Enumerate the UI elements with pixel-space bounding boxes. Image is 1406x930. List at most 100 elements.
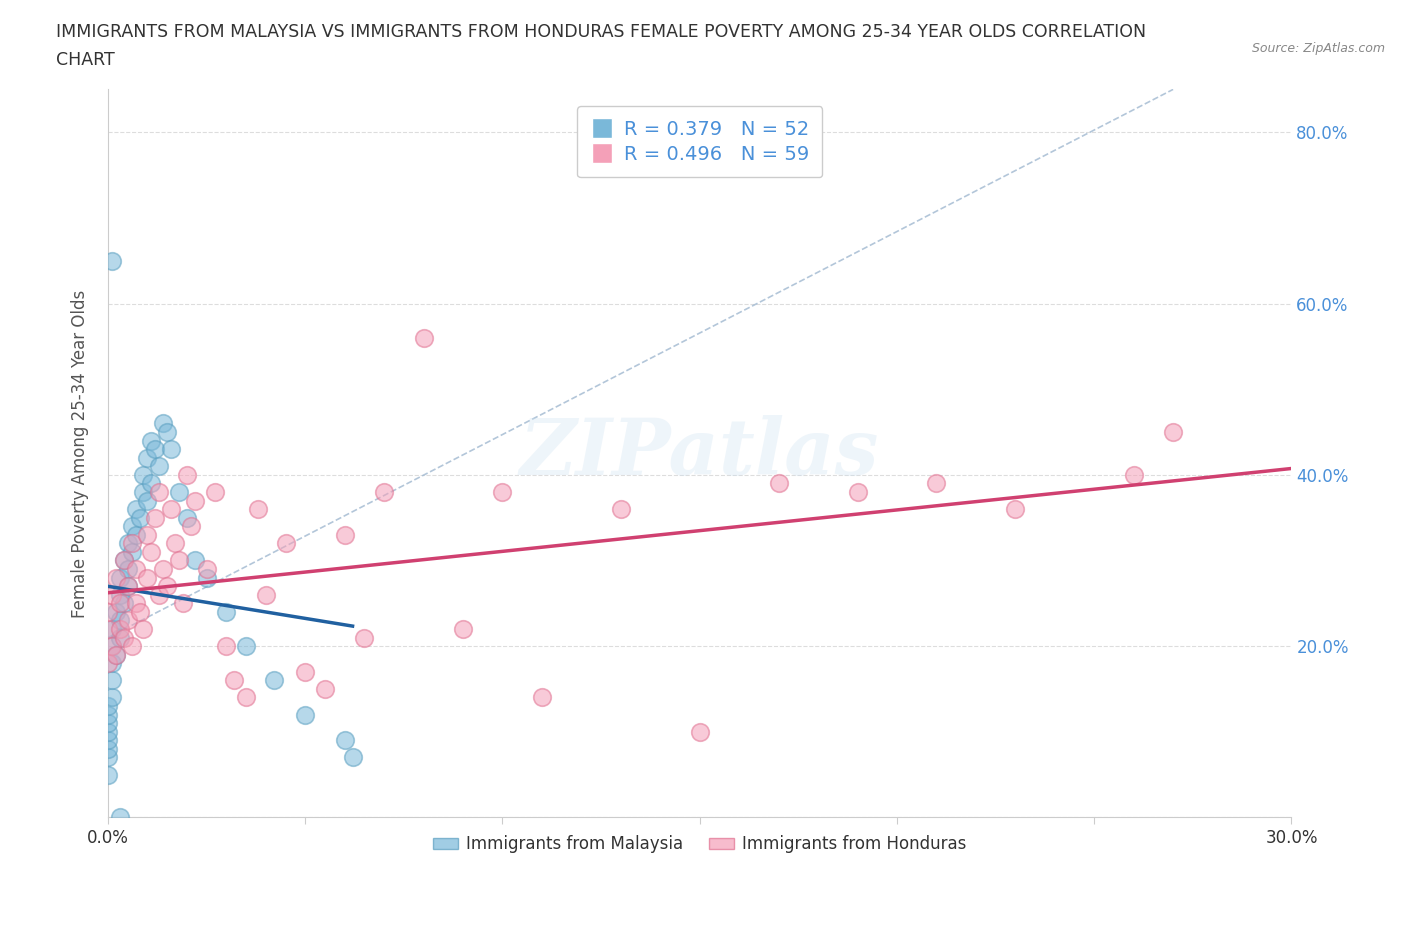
Point [128,511,150,525]
Point [195,562,218,577]
Point [314,682,336,697]
Point [104,604,127,619]
Point [117,562,139,577]
Point [263,673,285,688]
Point [180,519,202,534]
Point [141,476,163,491]
Point [136,570,159,585]
Point [491,485,513,499]
Point [101,621,124,636]
Point [97,741,120,756]
Point [141,544,163,559]
Point [104,647,127,662]
Point [246,501,269,516]
Point [274,536,297,551]
Point [165,536,187,551]
Point [353,631,375,645]
Point [184,493,207,508]
Point [124,562,146,577]
Point [235,639,257,654]
Point [121,544,143,559]
Point [184,553,207,568]
Point [160,501,183,516]
Point [768,476,790,491]
Point [176,511,198,525]
Point [132,485,155,499]
Point [112,553,135,568]
Point [101,587,124,602]
Point [1122,468,1144,483]
Point [112,553,135,568]
Point [108,596,131,611]
Point [108,631,131,645]
Point [97,750,120,764]
Point [610,501,633,516]
Point [124,501,146,516]
Point [156,578,179,593]
Point [117,613,139,628]
Point [148,587,170,602]
Point [101,690,124,705]
Point [215,604,238,619]
Text: CHART: CHART [56,51,115,69]
Point [117,536,139,551]
Point [373,485,395,499]
Point [294,707,316,722]
Point [141,433,163,448]
Point [121,639,143,654]
Point [101,656,124,671]
Point [333,527,356,542]
Point [689,724,711,739]
Point [451,621,474,636]
Point [108,621,131,636]
Point [530,690,553,705]
Point [152,562,174,577]
Point [108,810,131,825]
Point [104,570,127,585]
Text: IMMIGRANTS FROM MALAYSIA VS IMMIGRANTS FROM HONDURAS FEMALE POVERTY AMONG 25-34 : IMMIGRANTS FROM MALAYSIA VS IMMIGRANTS F… [56,23,1146,41]
Point [101,253,124,268]
Point [97,656,120,671]
Point [235,690,257,705]
Point [97,767,120,782]
Point [117,578,139,593]
Point [925,476,948,491]
Point [148,485,170,499]
Point [167,485,190,499]
Text: ZIPatlas: ZIPatlas [520,415,879,492]
Point [108,570,131,585]
Point [846,485,869,499]
Point [1004,501,1026,516]
Point [294,664,316,679]
Point [121,519,143,534]
Point [132,468,155,483]
Point [104,647,127,662]
Point [148,458,170,473]
Point [136,450,159,465]
Point [215,639,238,654]
Point [333,733,356,748]
Y-axis label: Female Poverty Among 25-34 Year Olds: Female Poverty Among 25-34 Year Olds [72,289,89,618]
Point [117,578,139,593]
Point [108,613,131,628]
Point [132,621,155,636]
Point [167,553,190,568]
Point [412,330,434,345]
Point [97,698,120,713]
Point [195,570,218,585]
Point [108,587,131,602]
Point [254,587,277,602]
Point [342,750,364,764]
Point [136,527,159,542]
Point [176,468,198,483]
Point [136,493,159,508]
Point [224,673,246,688]
Point [143,442,166,457]
Point [97,621,120,636]
Point [172,596,194,611]
Point [112,596,135,611]
Text: Source: ZipAtlas.com: Source: ZipAtlas.com [1251,42,1385,55]
Point [160,442,183,457]
Point [112,631,135,645]
Point [101,673,124,688]
